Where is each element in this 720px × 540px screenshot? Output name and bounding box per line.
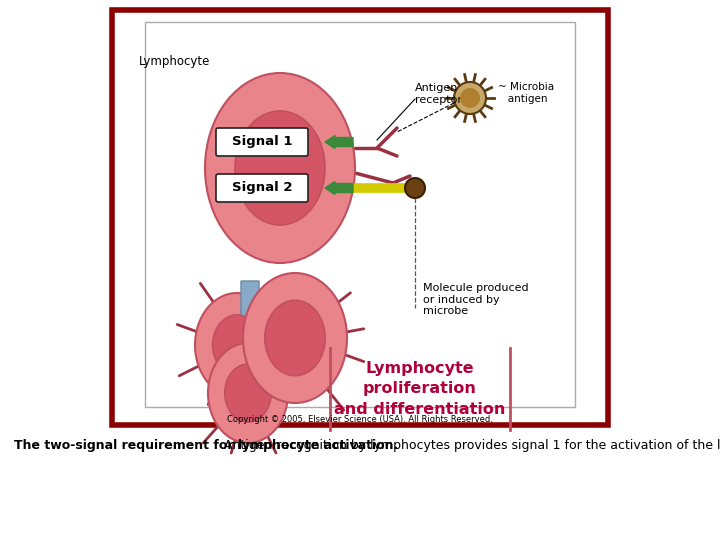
Text: Signal 2: Signal 2 bbox=[232, 181, 292, 194]
Text: Antigen recognition by lymphocytes provides signal 1 for the activation of the l: Antigen recognition by lymphocytes provi… bbox=[220, 439, 720, 452]
FancyArrow shape bbox=[325, 181, 353, 194]
Text: ~ Microbia
   antigen: ~ Microbia antigen bbox=[498, 82, 554, 104]
FancyBboxPatch shape bbox=[216, 174, 308, 202]
Ellipse shape bbox=[195, 293, 279, 397]
Circle shape bbox=[405, 178, 425, 198]
Ellipse shape bbox=[225, 364, 271, 422]
Text: Lymphocyte
proliferation
and differentiation: Lymphocyte proliferation and differentia… bbox=[334, 361, 505, 417]
Circle shape bbox=[454, 82, 486, 114]
Ellipse shape bbox=[212, 315, 261, 375]
Ellipse shape bbox=[265, 300, 325, 376]
Ellipse shape bbox=[205, 73, 355, 263]
Circle shape bbox=[460, 88, 480, 108]
Text: The two-signal requirement for lymphocyte activation.: The two-signal requirement for lymphocyt… bbox=[14, 439, 398, 452]
Bar bbox=[112, 10, 608, 425]
FancyArrow shape bbox=[325, 136, 353, 148]
Ellipse shape bbox=[243, 273, 347, 403]
Text: Signal 1: Signal 1 bbox=[232, 136, 292, 148]
Text: Copyright © 2005, Elsevier Science (USA). All Rights Reserved.: Copyright © 2005, Elsevier Science (USA)… bbox=[227, 415, 493, 423]
Ellipse shape bbox=[235, 111, 325, 225]
FancyArrow shape bbox=[235, 281, 265, 341]
Text: Lymphocyte: Lymphocyte bbox=[139, 55, 211, 68]
FancyBboxPatch shape bbox=[216, 128, 308, 156]
Bar bbox=[145, 22, 575, 407]
Text: Molecule produced
or induced by
microbe: Molecule produced or induced by microbe bbox=[423, 283, 528, 316]
Ellipse shape bbox=[208, 343, 288, 443]
Text: Antigen
receptor: Antigen receptor bbox=[415, 83, 462, 105]
